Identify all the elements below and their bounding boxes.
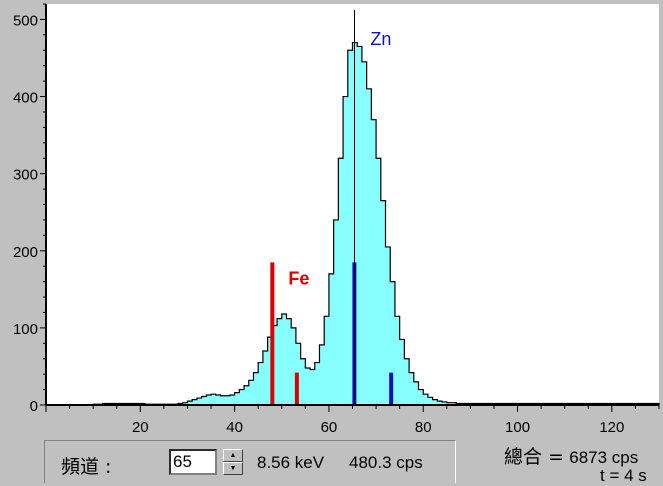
- histogram-bar: [371, 119, 377, 405]
- histogram-bar: [225, 395, 231, 405]
- histogram-bar: [211, 394, 217, 405]
- histogram-bar: [201, 396, 207, 405]
- count-rate-value: 480.3 cps: [349, 453, 423, 472]
- histogram-bar: [390, 281, 396, 405]
- histogram-bar: [305, 367, 311, 405]
- histogram-bar: [446, 402, 452, 405]
- histogram-bar: [244, 385, 250, 405]
- x-tick-label: 120: [599, 419, 624, 436]
- channel-spinner[interactable]: ▲ ▼: [223, 449, 243, 475]
- histogram-bar: [319, 344, 325, 405]
- histogram-bar: [399, 339, 405, 405]
- histogram-bar: [291, 327, 297, 405]
- histogram-bar: [343, 96, 349, 406]
- spin-down-button[interactable]: ▼: [223, 462, 243, 475]
- y-tick-label: 300: [13, 167, 38, 184]
- histogram-bar: [314, 362, 320, 405]
- x-tick-label: 40: [226, 419, 243, 436]
- histogram-bar: [423, 394, 429, 405]
- histogram-bar: [366, 88, 372, 406]
- histogram-bar: [182, 402, 188, 405]
- time-readout: t = 4 s: [600, 466, 647, 485]
- histogram-bar: [357, 46, 363, 406]
- y-tick-label: 100: [13, 321, 38, 338]
- histogram-bar: [220, 395, 226, 405]
- histogram-bar: [437, 401, 443, 405]
- histogram-bar: [281, 314, 287, 405]
- histogram-bar: [347, 50, 353, 406]
- channel-label: 頻道 :: [61, 456, 112, 478]
- histogram-bar: [192, 399, 198, 405]
- histogram-bar: [380, 200, 386, 405]
- histogram-bar: [258, 362, 264, 405]
- histogram-bar: [409, 372, 415, 405]
- axes: 0 100 200 300 400 500 20 40 60 80 100 120: [13, 3, 660, 436]
- histogram-bar: [352, 42, 358, 406]
- histogram-bar: [229, 394, 236, 405]
- total-label: 總合 =: [504, 446, 564, 468]
- histogram-bar: [451, 402, 457, 405]
- histogram-bar: [427, 397, 434, 405]
- histogram-bar: [272, 325, 278, 405]
- histogram-bar: [376, 158, 382, 405]
- x-tick-label: 20: [132, 419, 149, 436]
- total-readout: 總合 = 6873 cps: [504, 442, 638, 469]
- histogram-bar: [361, 61, 368, 405]
- histogram-bar: [215, 394, 221, 405]
- histogram-bar: [277, 318, 283, 405]
- x-tick-label: 100: [505, 419, 530, 436]
- histogram-bar: [187, 401, 193, 405]
- histogram-bar: [234, 392, 240, 405]
- histogram-bar: [286, 318, 292, 405]
- status-panel: 頻道 : ▲ ▼ 8.56 keV 480.3 cps: [44, 440, 456, 483]
- histogram-bar: [404, 358, 410, 405]
- histogram-bar: [300, 358, 306, 405]
- histogram-bar: [239, 389, 245, 405]
- histogram-bar: [262, 351, 269, 405]
- histogram-bar: [267, 337, 273, 405]
- x-tick-label: 60: [321, 419, 338, 436]
- energy-value: 8.56 keV: [257, 453, 325, 472]
- histogram-bar: [253, 372, 259, 405]
- histogram-bar: [206, 394, 212, 405]
- spin-up-button[interactable]: ▲: [223, 449, 243, 462]
- histogram-bar: [310, 369, 316, 405]
- histogram-bar: [328, 273, 335, 405]
- element-label-fe: Fe: [288, 268, 309, 288]
- channel-input[interactable]: [169, 449, 217, 475]
- histogram-bar: [385, 246, 391, 405]
- histogram-bar: [394, 316, 401, 405]
- total-value: 6873 cps: [569, 448, 639, 467]
- histogram-bar: [338, 158, 344, 405]
- histogram-bar: [413, 381, 419, 405]
- y-tick-label: 0: [30, 398, 38, 415]
- element-label-zn: Zn: [370, 29, 391, 49]
- histogram-bar: [442, 401, 448, 405]
- histogram-bar: [248, 380, 254, 405]
- histogram-bar: [196, 398, 203, 405]
- histogram-bar: [324, 316, 330, 405]
- x-tick-label: 80: [415, 419, 432, 436]
- y-tick-label: 500: [13, 12, 38, 29]
- histogram-outline: [92, 41, 660, 405]
- y-tick-label: 400: [13, 90, 38, 107]
- histogram-bar: [333, 219, 339, 405]
- spectrum-chart[interactable]: Fe Zn 0 100 200 300 400 500 20 40 60 80 100 120: [0, 0, 663, 440]
- histogram-bar: [418, 389, 424, 405]
- histogram-bar: [432, 399, 438, 405]
- y-tick-label: 200: [13, 244, 38, 261]
